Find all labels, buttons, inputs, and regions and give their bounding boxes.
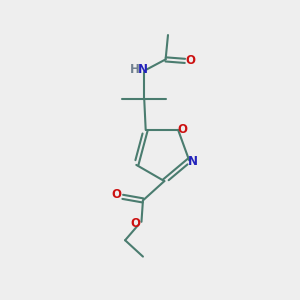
Text: H: H: [130, 63, 140, 76]
Text: O: O: [130, 217, 140, 230]
Text: O: O: [186, 54, 196, 68]
Text: O: O: [112, 188, 122, 201]
Text: O: O: [177, 123, 187, 136]
Text: N: N: [188, 155, 198, 168]
Text: N: N: [138, 63, 148, 76]
